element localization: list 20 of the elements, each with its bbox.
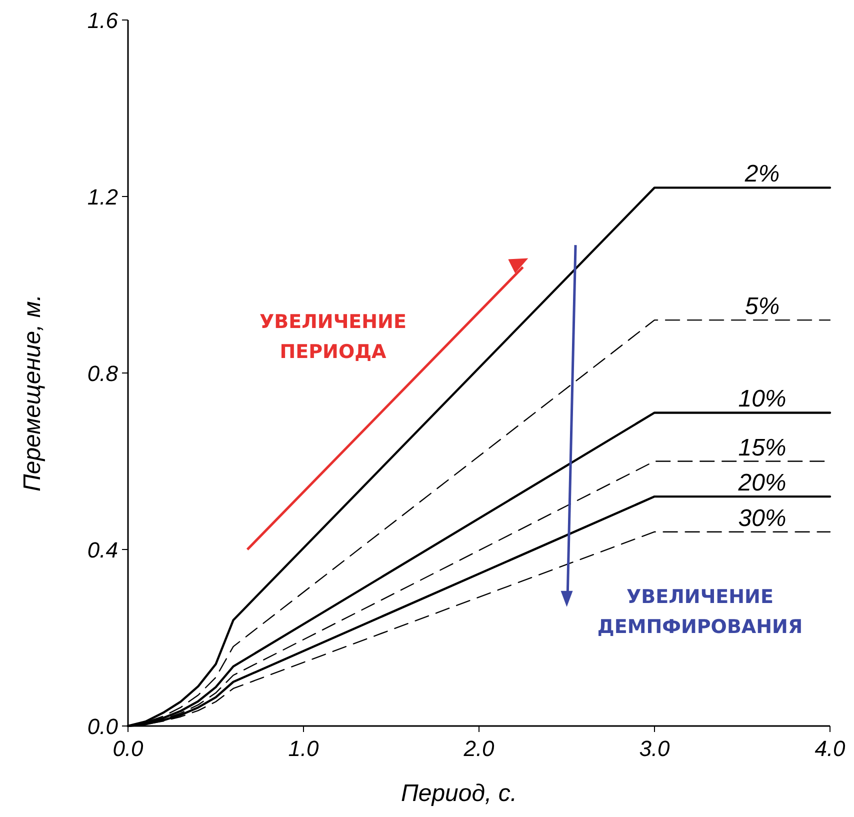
series-label: 30% xyxy=(738,504,786,532)
x-tick-label: 1.0 xyxy=(288,736,320,761)
series-label: 5% xyxy=(744,293,780,320)
series-label: 2% xyxy=(744,160,780,188)
x-axis-title: Период, с. xyxy=(400,780,518,807)
x-tick-label: 0.0 xyxy=(112,736,144,761)
y-axis-title: Перемещение, м. xyxy=(19,294,46,492)
series-label: 15% xyxy=(738,434,786,462)
x-tick-label: 3.0 xyxy=(639,736,671,761)
series-label: 20% xyxy=(737,470,786,497)
series-label: 10% xyxy=(738,386,786,413)
y-tick-label: 0.8 xyxy=(87,361,119,386)
y-tick-label: 1.2 xyxy=(87,184,118,210)
annotation: УВЕЛИЧЕНИЕ ПЕРИОДА xyxy=(260,311,406,363)
y-tick-label: 0.0 xyxy=(87,714,119,739)
y-tick-label: 1.6 xyxy=(87,8,119,33)
y-tick-label: 0.4 xyxy=(87,538,118,562)
x-tick-label: 2.0 xyxy=(462,736,496,761)
x-tick-label: 4.0 xyxy=(814,736,846,761)
annotation: УВЕЛИЧЕНИЕ ДЕМПФИРОВАНИЯ xyxy=(597,586,803,638)
